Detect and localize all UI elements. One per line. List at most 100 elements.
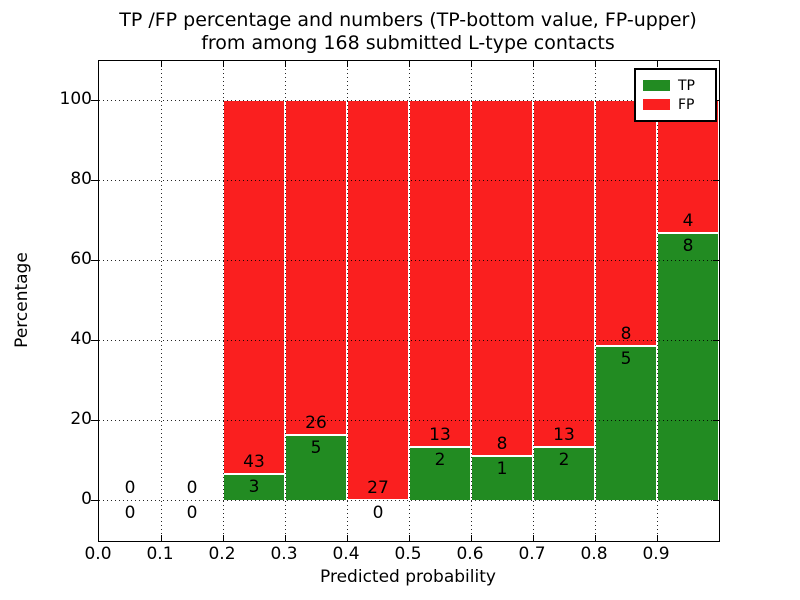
bar-fp [471, 100, 533, 456]
tp-count-label: 8 [682, 236, 694, 257]
grid-line-vertical [409, 61, 410, 541]
x-tick-mark-top [222, 61, 225, 67]
tp-count-label: 3 [248, 476, 260, 497]
y-tick-mark-left [91, 339, 98, 342]
fp-count-label: 43 [243, 451, 265, 472]
x-tick-mark-bottom [408, 535, 411, 541]
x-tick-label: 0.4 [332, 544, 360, 564]
legend: TP FP [634, 68, 717, 122]
tp-count-label: 2 [434, 449, 446, 470]
legend-label: TP [678, 77, 695, 94]
tp-count-label: 0 [124, 503, 136, 523]
fp-count-label: 8 [496, 433, 508, 454]
x-tick-label: 0.0 [84, 544, 112, 564]
x-tick-mark-top [532, 61, 535, 67]
x-tick-label: 0.1 [146, 544, 174, 564]
y-axis-label: Percentage [12, 252, 32, 348]
x-tick-mark-top [346, 61, 349, 67]
y-tick-mark-right [713, 259, 719, 262]
y-tick-label: 40 [70, 329, 92, 349]
x-tick-mark-bottom [656, 535, 659, 541]
y-tick-mark-right [713, 179, 719, 182]
fp-count-label: 0 [124, 478, 136, 498]
tp-count-label: 0 [372, 503, 384, 523]
x-tick-label: 0.7 [518, 544, 546, 564]
y-tick-mark-right [713, 419, 719, 422]
bar-fp [409, 100, 471, 447]
bar-tp [409, 446, 471, 500]
fp-count-label: 27 [367, 478, 389, 498]
fp-count-label: 8 [620, 324, 632, 345]
x-tick-mark-top [160, 61, 163, 67]
y-tick-mark-left [91, 179, 98, 182]
y-tick-label: 0 [81, 489, 92, 509]
fp-count-label: 0 [186, 478, 198, 498]
grid-line-vertical [347, 61, 348, 541]
x-tick-mark-top [408, 61, 411, 67]
x-tick-mark-top [594, 61, 597, 67]
y-tick-mark-left [91, 99, 98, 102]
legend-item: FP [643, 96, 709, 113]
bar-tp [595, 346, 657, 500]
tp-count-label: 1 [496, 458, 508, 479]
y-tick-mark-left [91, 259, 98, 262]
grid-line-vertical [595, 61, 596, 541]
fp-count-label: 13 [553, 424, 575, 445]
legend-label: FP [678, 96, 695, 113]
x-tick-label: 0.6 [456, 544, 484, 564]
chart-title: TP /FP percentage and numbers (TP-bottom… [98, 9, 718, 55]
bar-fp [533, 100, 595, 447]
x-tick-mark-bottom [470, 535, 473, 541]
bar-fp [347, 100, 409, 500]
y-tick-label: 20 [70, 409, 92, 429]
bar-tp [533, 446, 595, 500]
x-tick-mark-top [656, 61, 659, 67]
y-tick-label: 60 [70, 249, 92, 269]
legend-swatch-fp [643, 99, 670, 110]
bar-tp [657, 233, 719, 500]
x-axis-label: Predicted probability [320, 567, 496, 587]
y-tick-mark-left [91, 419, 98, 422]
y-tick-mark-left [91, 499, 98, 502]
plot-area: TP FP 0 0 0 0 43 3 26 5 27 0 13 2 8 1 13 2 8 5 4 8 [91, 60, 720, 542]
grid-line-vertical [285, 61, 286, 541]
fp-count-label: 26 [305, 413, 327, 434]
x-tick-mark-bottom [346, 535, 349, 541]
x-tick-mark-bottom [160, 535, 163, 541]
x-tick-mark-top [470, 61, 473, 67]
grid-line-vertical [657, 61, 658, 541]
grid-line-vertical [223, 61, 224, 541]
fp-count-label: 4 [682, 211, 694, 232]
bar-fp [285, 100, 347, 436]
x-tick-label: 0.8 [580, 544, 608, 564]
tp-count-label: 0 [186, 503, 198, 523]
x-tick-label: 0.9 [642, 544, 670, 564]
tp-count-label: 5 [620, 349, 632, 370]
chart-title-line2: from among 168 submitted L-type contacts [201, 32, 615, 54]
grid-line-vertical [161, 61, 162, 541]
y-tick-label: 100 [59, 89, 92, 109]
chart-title-line1: TP /FP percentage and numbers (TP-bottom… [119, 9, 697, 31]
y-tick-label: 80 [70, 169, 92, 189]
x-tick-label: 0.2 [208, 544, 236, 564]
bar-fp [657, 100, 719, 234]
x-tick-mark-bottom [222, 535, 225, 541]
bar-fp [595, 100, 657, 347]
y-tick-mark-right [713, 339, 719, 342]
x-tick-mark-bottom [532, 535, 535, 541]
x-tick-mark-bottom [594, 535, 597, 541]
grid-line-vertical [471, 61, 472, 541]
fp-count-label: 13 [429, 424, 451, 445]
legend-swatch-tp [643, 80, 670, 91]
grid-line-vertical [533, 61, 534, 541]
legend-item: TP [643, 77, 709, 94]
bar-fp [223, 100, 285, 474]
tp-count-label: 2 [558, 449, 570, 470]
y-tick-mark-right [713, 499, 719, 502]
x-tick-label: 0.5 [394, 544, 422, 564]
x-tick-mark-bottom [284, 535, 287, 541]
x-tick-label: 0.3 [270, 544, 298, 564]
bar-tp [223, 473, 285, 500]
tp-count-label: 5 [310, 438, 322, 459]
